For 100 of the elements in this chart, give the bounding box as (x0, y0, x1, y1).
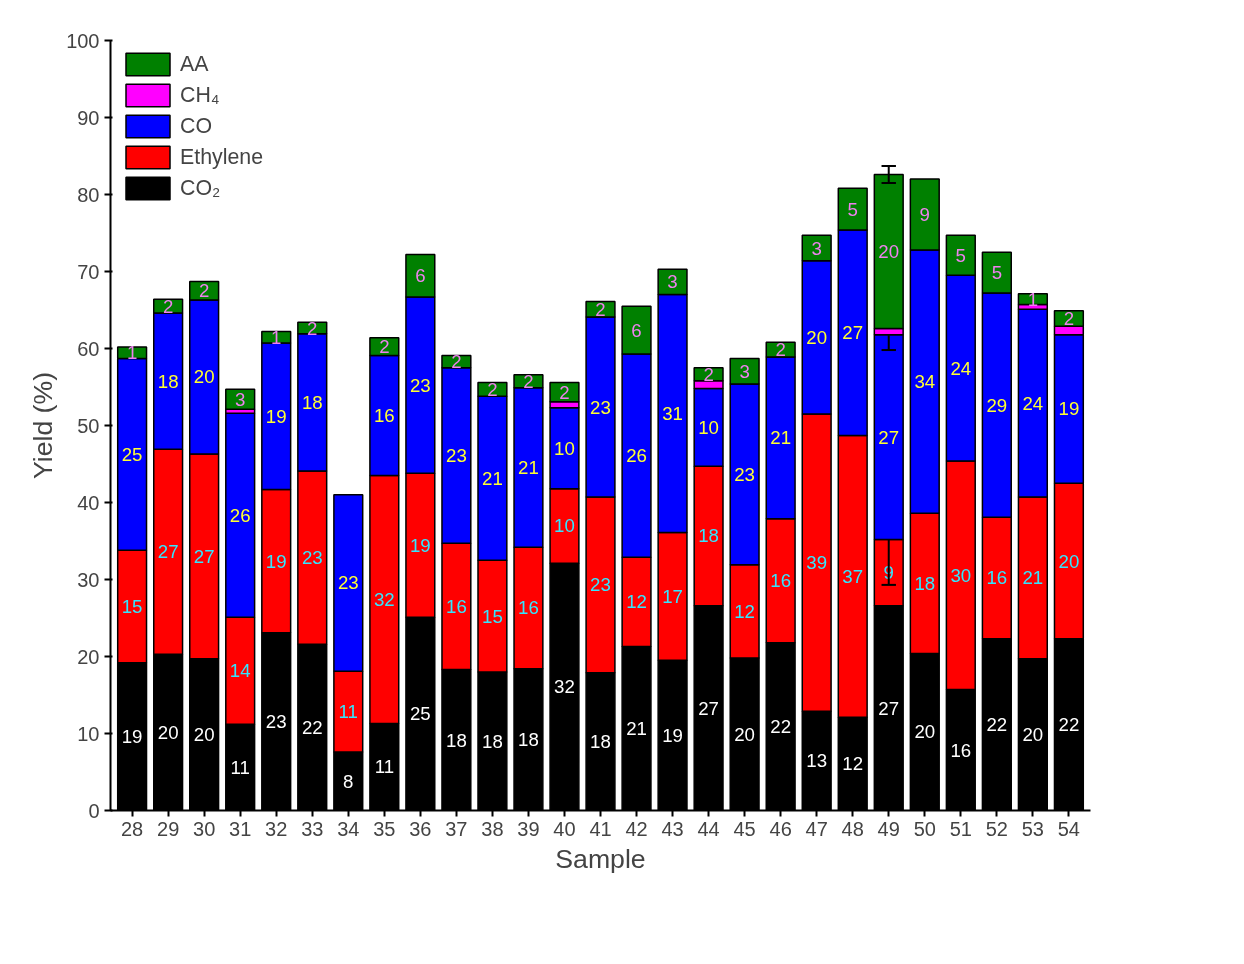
data-label: 23 (590, 396, 611, 418)
x-tick-label: 50 (913, 817, 936, 840)
x-tick-label: 29 (157, 817, 180, 840)
y-tick-label: 10 (77, 722, 100, 745)
data-label: 3 (811, 237, 822, 259)
data-label: 12 (842, 753, 864, 775)
data-label: 16 (950, 739, 972, 761)
x-tick-label: 44 (697, 817, 720, 840)
legend-label: CO₂ (180, 175, 221, 201)
data-label: 18 (301, 391, 323, 413)
data-label: 2 (162, 295, 174, 317)
data-label: 30 (950, 564, 972, 586)
y-tick-label: 50 (77, 414, 100, 437)
y-tick-label: 40 (77, 491, 100, 514)
data-label: 31 (662, 403, 683, 425)
data-label: 26 (229, 504, 251, 526)
x-tick-label: 33 (301, 817, 324, 840)
data-label: 21 (626, 717, 647, 739)
legend-label: AA (180, 51, 209, 77)
data-label: 20 (734, 723, 756, 745)
x-tick-label: 37 (445, 817, 468, 840)
data-label: 39 (806, 552, 828, 574)
data-label: 23 (337, 572, 359, 594)
data-label: 12 (626, 591, 647, 613)
data-label: 14 (229, 660, 251, 682)
x-tick-label: 31 (229, 817, 252, 840)
data-label: 15 (121, 595, 143, 617)
y-tick-label: 60 (77, 337, 100, 360)
data-label: 2 (1063, 307, 1075, 329)
x-tick-label: 54 (1057, 817, 1081, 840)
data-label: 5 (847, 198, 858, 220)
data-label: 32 (554, 676, 575, 698)
x-tick-label: 30 (193, 817, 216, 840)
y-tick-label: 70 (77, 260, 100, 283)
x-tick-label: 34 (337, 817, 360, 840)
data-label: 16 (446, 595, 467, 617)
data-label: 22 (986, 714, 1008, 736)
data-label: 20 (806, 326, 828, 348)
data-label: 25 (409, 703, 431, 725)
data-label: 2 (487, 378, 498, 400)
data-label: 1 (126, 342, 138, 364)
data-label: 11 (374, 756, 395, 778)
x-tick-label: 28 (120, 817, 144, 840)
data-label: 27 (842, 322, 864, 344)
data-label: 18 (518, 729, 539, 751)
data-label: 27 (157, 541, 179, 563)
data-label: 11 (230, 756, 250, 778)
legend-label: CH₄ (180, 82, 220, 108)
data-label: 18 (482, 730, 503, 752)
data-label: 32 (373, 589, 395, 611)
data-label: 5 (991, 262, 1003, 284)
data-label: 2 (775, 339, 786, 361)
x-tick-label: 41 (589, 817, 612, 840)
data-label: 23 (409, 374, 431, 396)
data-label: 22 (770, 716, 792, 738)
data-label: 16 (986, 567, 1008, 589)
x-tick-label: 47 (805, 817, 828, 840)
x-tick-label: 52 (985, 817, 1008, 840)
y-tick-label: 90 (77, 106, 100, 129)
data-label: 23 (265, 711, 287, 733)
y-tick-label: 30 (77, 568, 100, 591)
data-label: 18 (590, 731, 611, 753)
data-label: 1 (271, 326, 282, 348)
data-label: 3 (667, 271, 678, 293)
data-label: 5 (955, 244, 966, 266)
x-tick-label: 43 (661, 817, 684, 840)
data-label: 2 (559, 381, 570, 403)
data-label: 21 (770, 427, 792, 449)
x-tick-label: 38 (481, 817, 504, 840)
data-label: 11 (338, 701, 358, 723)
x-tick-label: 49 (877, 817, 900, 840)
data-label: 2 (451, 351, 462, 373)
data-label: 10 (554, 515, 575, 537)
data-label: 18 (698, 525, 719, 547)
legend-label: CO (180, 113, 212, 139)
x-tick-label: 32 (265, 817, 288, 840)
data-label: 23 (734, 463, 756, 485)
data-label: 21 (1022, 567, 1044, 589)
data-label: 23 (446, 445, 467, 467)
x-tick-label: 35 (373, 817, 396, 840)
x-tick-label: 36 (409, 817, 432, 840)
data-label: 16 (373, 404, 395, 426)
data-label: 20 (193, 366, 215, 388)
x-tick-label: 42 (625, 817, 648, 840)
data-label: 27 (193, 545, 215, 567)
y-tick-label: 0 (88, 799, 100, 822)
data-label: 37 (842, 565, 864, 587)
data-label: 34 (914, 371, 936, 393)
data-label: 20 (878, 240, 900, 262)
data-label: 20 (1022, 724, 1044, 746)
x-tick-label: 53 (1021, 817, 1044, 840)
data-label: 19 (265, 550, 287, 572)
data-label: 18 (446, 729, 467, 751)
data-label: 2 (307, 317, 318, 339)
data-label: 12 (734, 600, 756, 622)
data-label: 20 (914, 721, 936, 743)
x-tick-label: 45 (733, 817, 756, 840)
y-tick-label: 20 (77, 645, 100, 668)
y-tick-label: 80 (77, 183, 100, 206)
x-tick-label: 46 (769, 817, 792, 840)
